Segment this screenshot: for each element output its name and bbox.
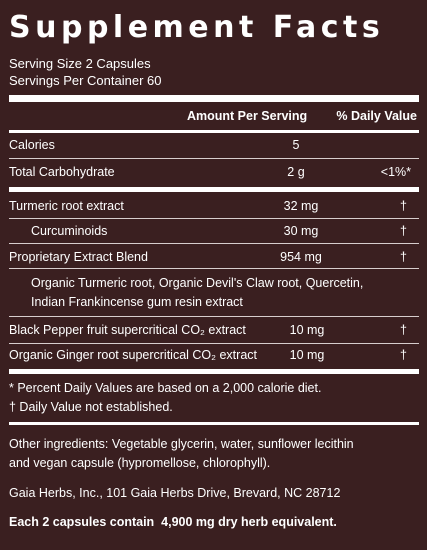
row-amount: 32 mg: [283, 199, 319, 213]
row-amount: 10 mg: [289, 348, 325, 362]
row-name: Turmeric root extract: [9, 199, 124, 213]
row-dv: †: [400, 323, 407, 337]
thick-divider: [9, 187, 419, 192]
row-divider: [9, 158, 419, 159]
row-dv: †: [400, 224, 407, 238]
row-dv: †: [400, 250, 407, 264]
row-name: Proprietary Extract Blend: [9, 250, 148, 264]
row-dv: †: [400, 199, 407, 213]
row-divider: [9, 243, 419, 244]
row-dv: †: [400, 348, 407, 362]
row-amount: 30 mg: [283, 224, 319, 238]
row-amount: 954 mg: [280, 250, 322, 264]
row-divider: [9, 268, 419, 269]
other-ingredients-line: Other ingredients: Vegetable glycerin, w…: [9, 437, 354, 451]
panel-title: Supplement Facts: [9, 10, 385, 45]
row-divider: [9, 218, 419, 219]
serving-size: Serving Size 2 Capsules: [9, 56, 151, 71]
other-ingredients-line: and vegan capsule (hypromellose, chlorop…: [9, 456, 271, 470]
supplement-facts-panel: Supplement Facts Serving Size 2 Capsules…: [9, 0, 419, 550]
row-divider: [9, 316, 419, 317]
row-name: Calories: [9, 138, 55, 152]
manufacturer-address: Gaia Herbs, Inc., 101 Gaia Herbs Drive, …: [9, 486, 341, 500]
row-amount: 10 mg: [289, 323, 325, 337]
blend-ingredients-line: Indian Frankincense gum resin extract: [31, 295, 243, 309]
row-amount: 2 g: [287, 165, 305, 179]
amount-header: Amount Per Serving: [187, 109, 308, 123]
header-divider: [9, 130, 419, 133]
row-name: Curcuminoids: [31, 224, 108, 238]
row-amount: 5: [292, 138, 300, 152]
thick-divider: [9, 95, 419, 102]
footnote-not-established: † Daily Value not established.: [9, 400, 173, 414]
thick-divider: [9, 369, 419, 374]
panel-bottom-border: [9, 422, 419, 425]
row-name: Organic Ginger root supercritical CO₂ ex…: [9, 348, 257, 362]
dry-herb-equivalent: Each 2 capsules contain 4,900 mg dry her…: [9, 515, 337, 529]
blend-ingredients-line: Organic Turmeric root, Organic Devil's C…: [31, 276, 364, 290]
footnote-daily-values: * Percent Daily Values are based on a 2,…: [9, 381, 322, 395]
row-dv: <1%*: [380, 165, 411, 179]
row-name: Total Carbohydrate: [9, 165, 115, 179]
row-name: Black Pepper fruit supercritical CO₂ ext…: [9, 323, 246, 337]
row-divider: [9, 343, 419, 344]
dv-header: % Daily Value: [336, 109, 417, 123]
servings-per-container: Servings Per Container 60: [9, 73, 162, 88]
